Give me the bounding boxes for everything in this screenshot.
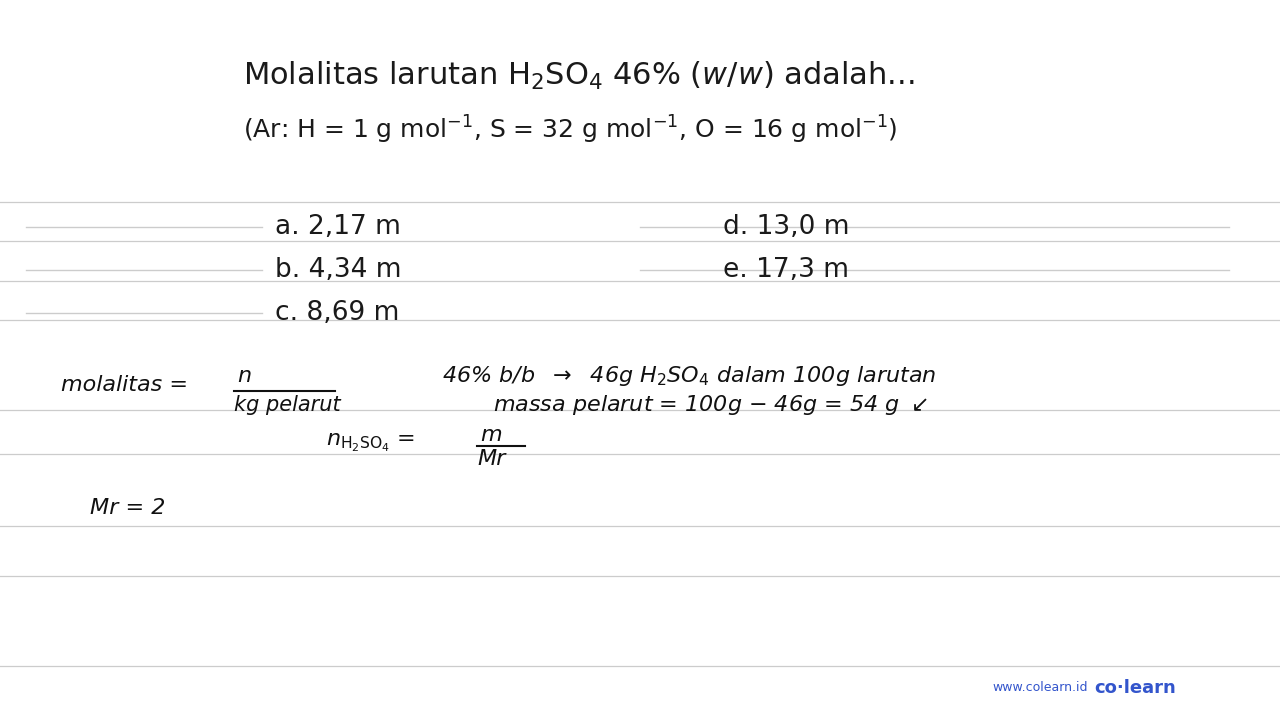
Text: Mr = 2: Mr = 2 <box>90 498 165 518</box>
Text: 46% b/b  $\rightarrow$  46g H$_2$SO$_4$ dalam 100g larutan: 46% b/b $\rightarrow$ 46g H$_2$SO$_4$ da… <box>442 364 936 388</box>
Text: kg pelarut: kg pelarut <box>234 395 340 415</box>
Text: b. 4,34 m: b. 4,34 m <box>275 257 402 283</box>
Text: e. 17,3 m: e. 17,3 m <box>723 257 849 283</box>
Text: molalitas =: molalitas = <box>61 375 188 395</box>
Text: Mr: Mr <box>477 449 506 469</box>
Text: massa pelarut = 100g $-$ 46g = 54 g $\swarrow$: massa pelarut = 100g $-$ 46g = 54 g $\sw… <box>493 392 928 417</box>
Text: m: m <box>480 425 502 445</box>
Text: c. 8,69 m: c. 8,69 m <box>275 300 399 326</box>
Text: www.colearn.id: www.colearn.id <box>992 681 1088 694</box>
Text: a. 2,17 m: a. 2,17 m <box>275 214 401 240</box>
Text: $n_{\rm{H_2SO_4}}$ =: $n_{\rm{H_2SO_4}}$ = <box>326 432 415 454</box>
Text: co·learn: co·learn <box>1094 678 1176 697</box>
Text: (Ar: H = 1 g mol$^{-1}$, S = 32 g mol$^{-1}$, O = 16 g mol$^{-1}$): (Ar: H = 1 g mol$^{-1}$, S = 32 g mol$^{… <box>243 114 897 145</box>
Text: n: n <box>237 366 251 386</box>
Text: d. 13,0 m: d. 13,0 m <box>723 214 850 240</box>
Text: Molalitas larutan H$_2$SO$_4$ 46% ($\it{w/w}$) adalah...: Molalitas larutan H$_2$SO$_4$ 46% ($\it{… <box>243 60 915 91</box>
